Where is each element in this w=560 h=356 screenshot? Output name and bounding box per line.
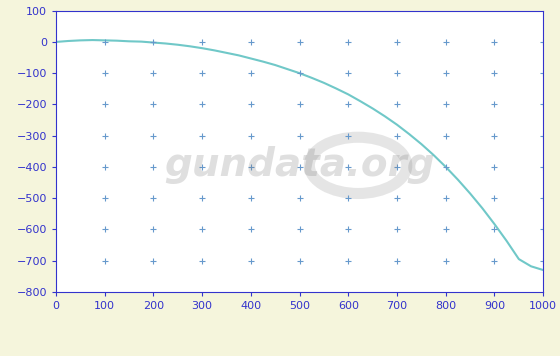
Text: gundata.org: gundata.org (164, 146, 435, 184)
Legend: 223 Remington, Remington Metal Case, 55gr: 223 Remington, Remington Metal Case, 55g… (151, 352, 448, 356)
